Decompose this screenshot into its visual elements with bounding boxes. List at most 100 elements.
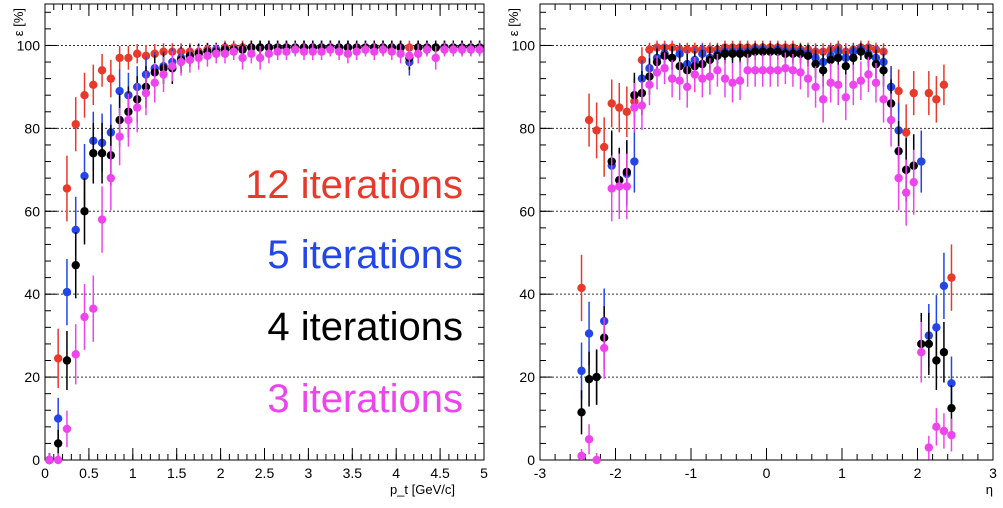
x-tick-label: 2.5: [255, 465, 275, 481]
data-point: [630, 157, 639, 166]
data-point: [909, 88, 918, 98]
data-point: [750, 66, 760, 75]
data-point: [273, 47, 282, 56]
data-point: [71, 350, 80, 359]
data-point: [947, 430, 956, 440]
data-point: [630, 103, 639, 112]
data-point: [97, 215, 107, 224]
data-point: [667, 74, 677, 83]
data-point: [766, 66, 775, 75]
x-tick-label: -2: [609, 465, 622, 481]
x-tick-label: 3.5: [343, 465, 363, 481]
y-tick-label: 80: [519, 120, 535, 136]
data-point: [924, 443, 934, 452]
data-point: [667, 53, 677, 63]
data-point: [690, 70, 699, 79]
data-point: [584, 329, 594, 338]
data-point: [106, 173, 116, 183]
series-4-iterations: [577, 43, 956, 435]
data-point: [894, 86, 903, 96]
y-axis-label: ε [%]: [11, 8, 26, 36]
y-tick-label: 20: [519, 369, 535, 385]
data-point: [71, 260, 80, 270]
data-point: [705, 72, 715, 81]
legend-entry: 3 iterations: [267, 377, 463, 421]
data-point: [577, 451, 586, 461]
data-point: [796, 68, 805, 77]
x-tick-label: 4.5: [430, 465, 450, 481]
data-point: [124, 53, 133, 63]
data-point: [743, 49, 752, 58]
y-axis-label: ε [%]: [506, 8, 521, 36]
data-point: [599, 343, 609, 353]
data-point: [150, 78, 159, 87]
data-point: [229, 47, 238, 56]
y-tick-label: 20: [24, 369, 40, 385]
data-point: [62, 184, 72, 193]
data-point: [194, 53, 203, 63]
data-point: [683, 82, 692, 92]
data-point: [475, 45, 484, 54]
data-point: [97, 149, 107, 158]
data-point: [947, 379, 956, 388]
data-point: [62, 287, 72, 297]
data-point: [615, 182, 624, 191]
data-point: [720, 49, 730, 58]
data-point: [788, 66, 798, 75]
data-point: [939, 80, 949, 90]
data-point: [592, 455, 601, 465]
data-point: [577, 366, 586, 376]
data-point: [220, 49, 230, 58]
data-point: [141, 51, 151, 61]
data-point: [584, 374, 594, 384]
data-point: [841, 61, 850, 71]
data-point: [326, 45, 335, 54]
data-point: [422, 45, 432, 54]
data-point: [811, 82, 820, 92]
data-point: [115, 132, 124, 141]
data-point: [80, 312, 89, 322]
data-point: [720, 74, 730, 83]
data-point: [698, 74, 707, 83]
data-point: [203, 51, 212, 61]
data-point: [577, 283, 586, 293]
y-tick-label: 0: [32, 452, 40, 468]
x-tick-label: 0: [763, 465, 771, 481]
data-point: [917, 157, 926, 166]
data-point: [308, 47, 317, 56]
data-point: [637, 101, 647, 110]
data-point: [53, 455, 63, 465]
x-tick-label: -3: [534, 465, 547, 481]
x-tick-label: 4: [392, 465, 400, 481]
data-point: [818, 95, 828, 104]
data-point: [849, 80, 858, 90]
data-point: [932, 422, 941, 432]
data-point: [939, 426, 949, 436]
data-point: [238, 53, 247, 63]
data-point: [352, 47, 361, 56]
y-tick-label: 0: [527, 452, 535, 468]
data-point: [735, 49, 745, 58]
data-point: [788, 49, 798, 58]
y-tick-label: 100: [512, 37, 536, 53]
data-point: [864, 70, 873, 79]
data-point: [766, 47, 775, 56]
data-point: [849, 53, 858, 63]
data-point: [796, 49, 805, 58]
data-point: [53, 354, 63, 363]
data-point: [141, 88, 151, 98]
data-point: [106, 74, 116, 83]
data-point: [343, 49, 353, 58]
data-point: [939, 348, 949, 357]
y-tick-label: 60: [24, 203, 40, 219]
data-point: [901, 188, 911, 197]
legend-entry: 12 iterations: [245, 163, 463, 207]
data-point: [645, 80, 654, 90]
y-tick-label: 60: [519, 203, 535, 219]
data-point: [879, 95, 888, 104]
data-point: [53, 414, 63, 423]
data-point: [176, 57, 186, 67]
data-point: [168, 61, 177, 71]
data-point: [255, 53, 265, 63]
